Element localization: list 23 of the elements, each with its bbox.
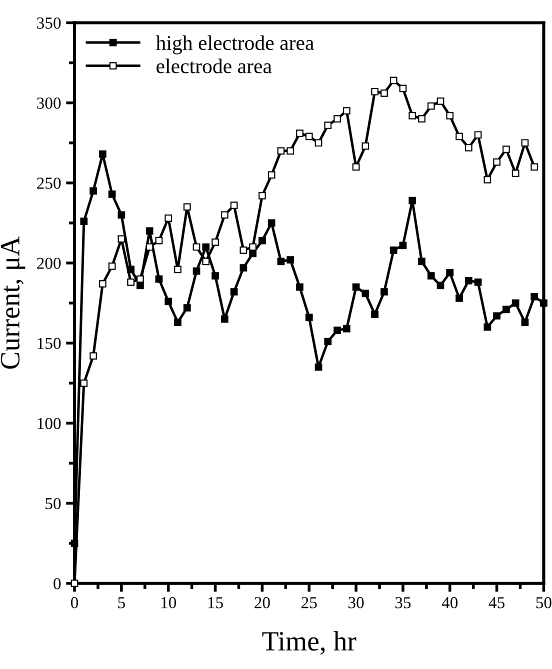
x-tick-label: 20 [254, 597, 270, 608]
y-tick-label: 150 [38, 338, 61, 350]
y-tick-label: 100 [38, 418, 61, 430]
x-tick-label: 5 [118, 597, 125, 608]
x-tick-label: 30 [348, 597, 364, 608]
legend-label: high electrode area [156, 35, 314, 54]
y-tick-label: 200 [37, 258, 61, 269]
y-tick-label: 350 [37, 17, 61, 29]
y-tick-label: 250 [37, 178, 61, 189]
y-tick-label: 300 [37, 98, 61, 109]
x-tick-label: 35 [395, 597, 411, 608]
x-tick-label: 10 [161, 597, 176, 608]
x-tick-label: 25 [302, 597, 317, 608]
y-tick-label: 50 [46, 498, 61, 510]
x-tick-label: 40 [442, 597, 458, 608]
x-tick-label: 45 [488, 597, 504, 608]
legend-label: electrode area [156, 58, 272, 74]
x-tick-label: 0 [70, 597, 78, 608]
x-tick-label: 50 [536, 597, 552, 608]
y-tick-label: 0 [54, 578, 61, 590]
y-axis-title: Current, μA [0, 236, 26, 369]
x-tick-label: 15 [208, 597, 223, 608]
x-axis-title: Time, hr [262, 631, 356, 655]
